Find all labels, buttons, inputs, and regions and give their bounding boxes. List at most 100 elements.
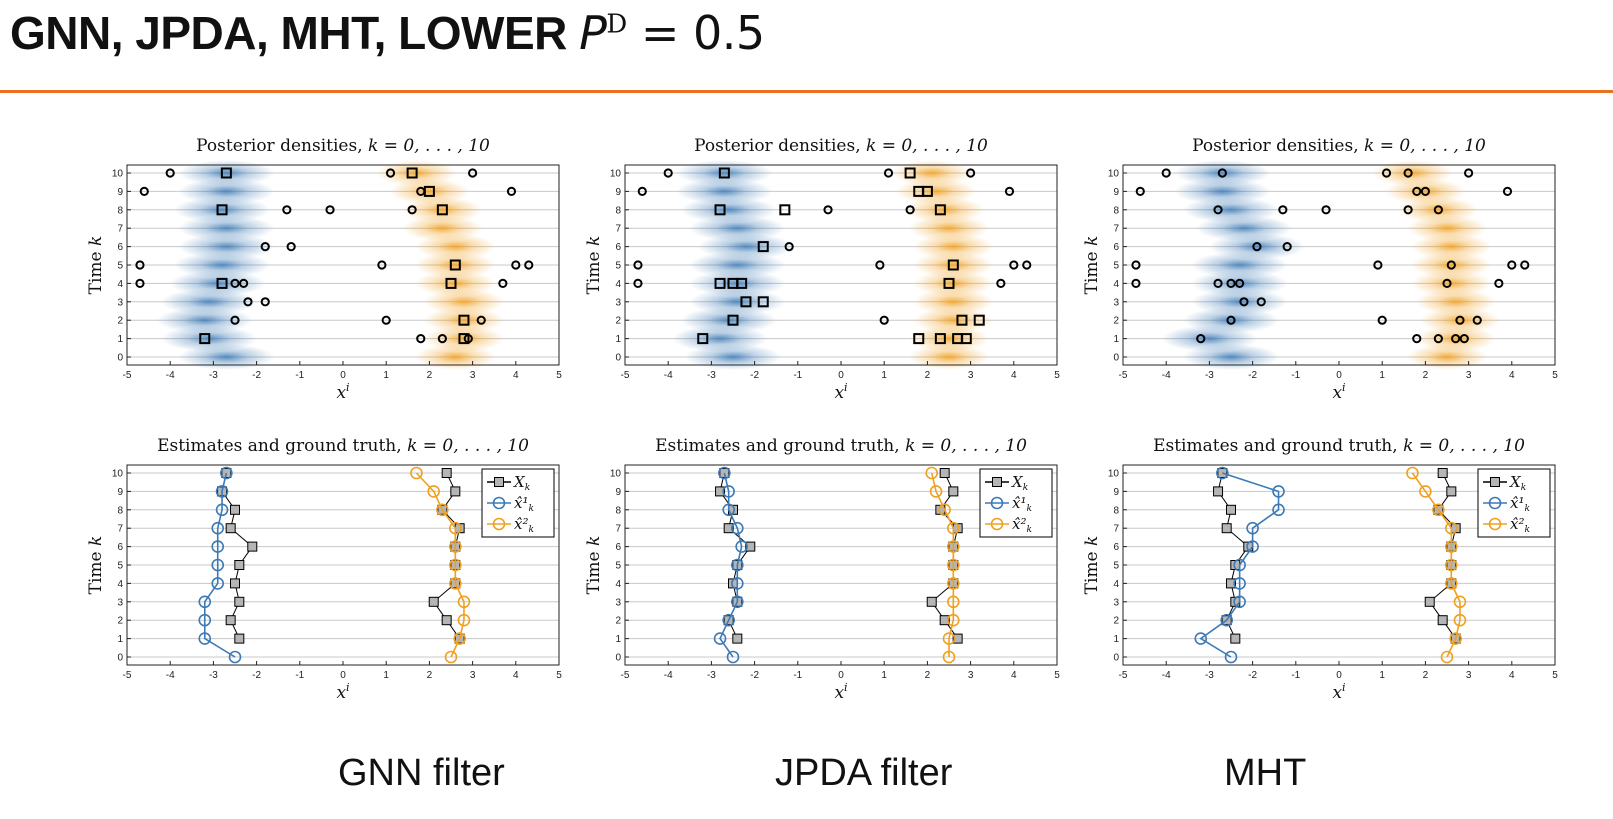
estimate-line [415, 472, 465, 658]
legend-ground-truth-marker [992, 477, 1002, 487]
y-tick-label: 3 [615, 297, 621, 308]
measurement-point [407, 205, 417, 215]
x-tick-label: 1 [383, 370, 389, 381]
y-tick-label: 9 [615, 187, 621, 198]
y-tick-label: 3 [117, 297, 123, 308]
x-axis-label-sup: i [346, 681, 350, 694]
x-tick-label: 4 [513, 670, 519, 681]
y-tick-label: 10 [1108, 169, 1120, 180]
truth-marker [1424, 596, 1435, 607]
y-tick-label: 3 [117, 597, 123, 608]
x-tick-label: 4 [513, 370, 519, 381]
measurement-point [381, 315, 391, 325]
detection-square [458, 333, 470, 345]
truth-marker [1437, 615, 1448, 626]
estimate-marker [1233, 577, 1246, 590]
chart-legend: Xkx̂¹kx̂²k [1477, 468, 1551, 538]
x-tick-label: 5 [556, 370, 562, 381]
density-blue [178, 160, 275, 186]
estimate-marker [198, 613, 212, 627]
estimate-marker [1445, 521, 1458, 535]
y-tick-label: 8 [117, 505, 123, 516]
y-axis-label: Time k [86, 236, 106, 295]
y-tick-label: 2 [1113, 616, 1119, 627]
measurement-point [633, 278, 643, 288]
estimate-marker [1440, 650, 1454, 664]
measurement-point [1472, 315, 1482, 325]
y-tick-label: 0 [615, 353, 621, 364]
density-blue [174, 252, 271, 278]
truth-marker [948, 486, 959, 497]
detection-square [934, 204, 946, 216]
estimate-marker [211, 521, 225, 535]
measurement-point [1226, 278, 1236, 288]
estimate-marker [1233, 558, 1246, 572]
x-tick-label: 3 [470, 670, 476, 681]
measurement-point [784, 242, 794, 252]
x-tick-label: -5 [123, 670, 132, 681]
estimate-marker [731, 521, 744, 535]
estimate-marker [1453, 613, 1467, 627]
chart-title: Estimates and ground truth, k = 0, . . .… [655, 436, 1027, 456]
truth-marker [745, 541, 756, 552]
truth-marker [939, 615, 950, 626]
measurement-point [260, 242, 270, 252]
detection-square [973, 314, 985, 326]
x-tick-label: -4 [664, 370, 673, 381]
measurement-point [385, 168, 396, 178]
measurement-point [637, 186, 647, 197]
y-tick-label: 0 [1113, 653, 1119, 664]
detection-square [697, 333, 709, 345]
x-tick-label: 0 [340, 370, 346, 381]
estimate-marker [718, 466, 731, 480]
estimate-marker [925, 466, 939, 480]
estimate-marker [1246, 521, 1259, 535]
y-tick-label: 9 [117, 187, 123, 198]
x-axis-label-sup: i [1342, 381, 1346, 394]
x-tick-label: -3 [707, 370, 716, 381]
detection-square [740, 296, 752, 308]
legend-sub: k [1524, 525, 1529, 535]
x-tick-label: -4 [166, 370, 175, 381]
x-tick-label: 4 [1509, 670, 1515, 681]
truth-line [1217, 472, 1249, 639]
measurement-point [524, 260, 534, 270]
measurement-point [437, 334, 447, 344]
slide-title-text: GNN, JPDA, MHT, LOWER [10, 7, 580, 59]
x-axis-label-sup: i [844, 681, 848, 694]
x-axis-label: xi [336, 381, 349, 403]
measurement-point [1459, 334, 1469, 344]
x-tick-label: -1 [295, 670, 304, 681]
y-tick-label: 3 [1113, 597, 1119, 608]
x-tick-label: 5 [556, 670, 562, 681]
truth-marker [450, 486, 461, 497]
title-rule [0, 90, 1613, 93]
measurement-point [1507, 260, 1517, 270]
measurement-point [260, 297, 270, 307]
estimate-marker [220, 466, 233, 480]
estimate-marker [215, 503, 229, 517]
density-blue [689, 288, 786, 315]
measurement-point [1451, 334, 1461, 344]
measurement-point [1213, 205, 1223, 215]
truth-marker [926, 596, 937, 607]
measurement-point [1213, 278, 1223, 288]
y-tick-label: 10 [610, 469, 622, 480]
slide-title: GNN, JPDA, MHT, LOWER PD = 0.5 [10, 6, 765, 60]
y-tick-label: 5 [117, 261, 123, 272]
y-tick-label: 2 [1113, 316, 1119, 327]
estimate-marker [947, 577, 960, 590]
measurement-point [230, 315, 240, 325]
truth-marker [441, 468, 452, 478]
chart-panel-2: Posterior densities, k = 0, . . . , 10 -5… [584, 136, 1060, 403]
legend-sub: k [1026, 525, 1031, 535]
legend-sub: k [1524, 504, 1529, 514]
measurement-point [1252, 242, 1262, 252]
x-tick-label: 0 [838, 670, 844, 681]
y-tick-label: 1 [1113, 634, 1119, 645]
chart-title-math: k = 0, . . . , 10 [368, 136, 490, 156]
measurement-point [1022, 260, 1032, 270]
detection-square [960, 333, 972, 345]
estimate-line [1411, 472, 1461, 658]
legend-sub: k [528, 525, 533, 535]
